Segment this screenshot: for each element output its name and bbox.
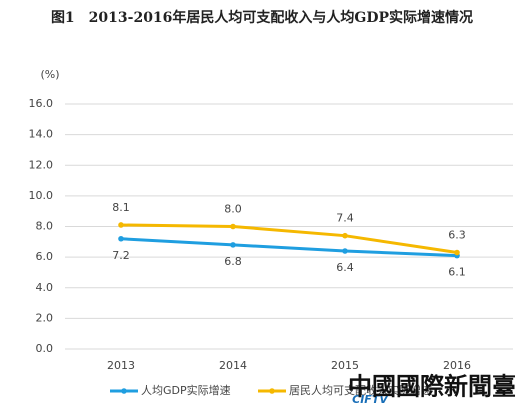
y-tick-label: 14.0 (29, 128, 54, 141)
data-label: 6.4 (336, 261, 354, 274)
data-label: 8.1 (112, 201, 130, 214)
watermark-logo: CIFTV (352, 393, 389, 406)
watermark-text: 中國國際新聞臺 (348, 372, 516, 401)
y-tick-label: 6.0 (36, 250, 54, 263)
point (230, 242, 236, 248)
chart-title: 图1 2013-2016年居民人均可支配收入与人均GDP实际增速情况 (51, 9, 473, 26)
legend-marker (269, 388, 275, 394)
data-label: 8.0 (224, 203, 242, 216)
data-label: 6.3 (448, 229, 466, 242)
y-tick-label: 10.0 (29, 189, 54, 202)
y-tick-label: 8.0 (36, 220, 54, 233)
data-label: 7.2 (112, 249, 130, 262)
x-tick-label: 2013 (107, 359, 135, 372)
y-tick-label: 4.0 (36, 281, 54, 294)
y-tick-label: 0.0 (36, 342, 54, 355)
x-tick-label: 2015 (331, 359, 359, 372)
y-tick-label: 2.0 (36, 311, 54, 324)
y-tick-label: 12.0 (29, 158, 54, 171)
point (118, 235, 124, 242)
x-tick-label: 2014 (219, 359, 247, 372)
point (230, 223, 236, 230)
legend-marker (121, 388, 127, 394)
point (342, 232, 348, 239)
y-unit: (%) (40, 68, 59, 81)
data-label: 6.1 (448, 266, 466, 279)
series-line (120, 223, 458, 255)
point (454, 249, 460, 256)
legend-label: 人均GDP实际增速 (141, 383, 231, 397)
x-tick-label: 2016 (443, 359, 471, 372)
y-tick-label: 16.0 (29, 97, 54, 110)
data-label: 6.8 (224, 255, 242, 268)
data-label: 7.4 (336, 212, 354, 225)
series-line (120, 237, 458, 258)
point (342, 248, 348, 254)
point (118, 222, 124, 228)
legend-label: 居民人均可支配收入实际增速 (289, 383, 432, 397)
